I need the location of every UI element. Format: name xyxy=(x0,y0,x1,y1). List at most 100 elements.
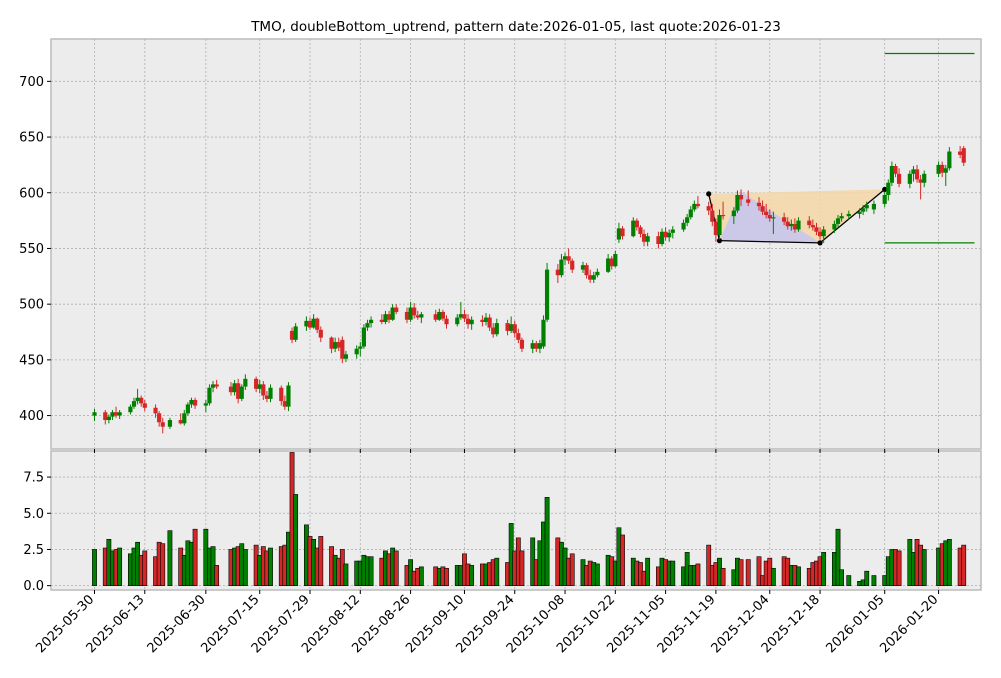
candle-body xyxy=(318,329,323,338)
candle-body xyxy=(228,386,234,393)
candle-body xyxy=(282,401,287,407)
candle-body xyxy=(710,210,715,222)
volume-bar xyxy=(821,552,827,586)
candle-body xyxy=(254,378,259,389)
candle-body xyxy=(243,378,248,387)
candle-body xyxy=(821,229,826,237)
candle-body xyxy=(135,397,140,402)
candle-body xyxy=(182,413,187,424)
candle-body xyxy=(771,217,776,219)
candle-body xyxy=(160,422,165,427)
volume-bar xyxy=(544,497,550,586)
candle-body xyxy=(440,311,446,319)
volume-bars xyxy=(92,452,967,586)
candle-body xyxy=(469,319,474,325)
volume-tick-label: 0.0 xyxy=(23,579,44,594)
candle-body xyxy=(559,259,564,276)
candle-body xyxy=(516,333,521,340)
candle-body xyxy=(861,208,866,212)
pattern-vertex xyxy=(882,186,888,193)
candle-body xyxy=(631,220,636,237)
volume-bar xyxy=(569,553,575,586)
volume-bar xyxy=(921,549,927,586)
candle-body xyxy=(494,323,499,335)
candle-body xyxy=(354,348,359,355)
candle-body xyxy=(117,412,122,416)
candle-body xyxy=(713,221,718,236)
volume-bar xyxy=(167,530,173,586)
candle-body xyxy=(760,206,765,212)
candle-body xyxy=(333,342,338,349)
candle-body xyxy=(128,406,133,413)
volume-bar xyxy=(318,536,324,586)
candle-body xyxy=(153,407,158,414)
candle-body xyxy=(782,217,787,222)
candle-body xyxy=(940,164,945,173)
candle-body xyxy=(886,182,891,195)
candle-body xyxy=(789,223,794,227)
candle-body xyxy=(106,416,111,421)
candle-body xyxy=(113,412,119,416)
candle-body xyxy=(555,269,560,276)
candle-body xyxy=(286,385,291,407)
candle-body xyxy=(893,166,898,174)
price-y-axis: 400 450 500 550 600 650 700 xyxy=(19,75,51,424)
candle-body xyxy=(92,412,97,416)
candle-body xyxy=(465,318,471,325)
candle-body xyxy=(307,320,313,328)
volume-bar xyxy=(594,563,600,586)
candle-body xyxy=(591,275,596,280)
candle-body xyxy=(835,218,841,224)
level-lines xyxy=(884,52,975,244)
candle-body xyxy=(911,169,916,174)
candle-body xyxy=(616,228,622,240)
candle-body xyxy=(232,383,237,393)
candle-body xyxy=(846,213,851,217)
candle-body xyxy=(185,404,190,414)
volume-panel: 0.0 2.5 5.0 7.5 xyxy=(23,450,982,594)
volume-bar xyxy=(214,565,220,586)
candle-body xyxy=(588,275,593,280)
candle-body xyxy=(620,228,625,237)
candle-body xyxy=(455,317,460,325)
candle-body xyxy=(667,232,672,238)
candle-body xyxy=(444,318,449,325)
volume-bar xyxy=(242,549,248,586)
candle-body xyxy=(541,319,546,347)
candle-body xyxy=(947,151,952,169)
candle-body xyxy=(505,323,510,331)
volume-bar xyxy=(418,566,424,586)
candle-body xyxy=(663,231,668,238)
volume-bar xyxy=(268,547,273,586)
candle-body xyxy=(570,260,575,270)
volume-bar xyxy=(770,567,776,586)
candle-body xyxy=(914,169,920,180)
volume-bar xyxy=(368,556,374,586)
candle-body xyxy=(764,211,769,216)
candle-body xyxy=(214,384,219,387)
candle-body xyxy=(936,164,941,174)
price-tick-label: 500 xyxy=(19,298,44,313)
volume-bar xyxy=(695,563,701,586)
volume-bar xyxy=(142,550,148,586)
candle-body xyxy=(412,307,417,316)
candle-body xyxy=(315,318,320,330)
volume-tick-label: 7.5 xyxy=(23,471,44,486)
volume-bar xyxy=(745,559,751,586)
candle-body xyxy=(807,220,812,226)
candle-body xyxy=(746,199,751,203)
candle-body xyxy=(685,217,690,223)
candle-body xyxy=(329,337,334,349)
candle-body xyxy=(415,315,420,318)
candle-body xyxy=(512,324,517,334)
candle-body xyxy=(408,307,413,320)
candle-body xyxy=(192,399,198,406)
price-tick-label: 400 xyxy=(19,409,44,424)
pattern-vertex xyxy=(817,240,823,246)
volume-tick-label: 2.5 xyxy=(23,543,44,558)
candle-body xyxy=(236,383,241,399)
volume-bar xyxy=(519,550,525,586)
volume-bar xyxy=(444,567,449,586)
candle-body xyxy=(537,343,542,349)
